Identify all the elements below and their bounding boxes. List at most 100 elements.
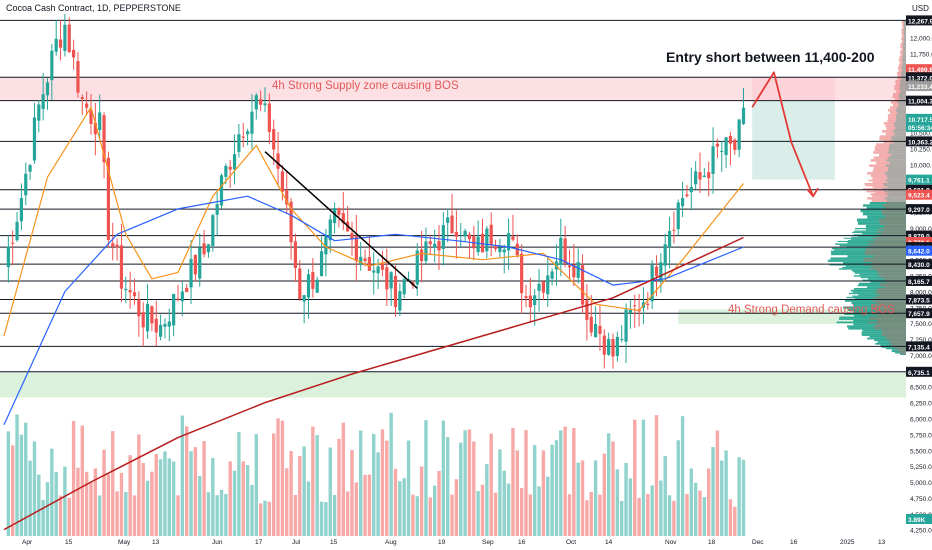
price-tick-label: 5,750.0 xyxy=(910,432,932,439)
price-tag xyxy=(906,245,932,256)
volume-profile-bar xyxy=(873,156,906,160)
volume-bar xyxy=(667,495,672,536)
candle-body xyxy=(50,50,54,81)
volume-bar xyxy=(350,450,354,536)
volume-profile-bar xyxy=(860,276,906,279)
volume-profile-bar xyxy=(898,58,906,62)
volume-bar xyxy=(163,451,167,536)
volume-profile-bar xyxy=(863,264,906,266)
candle-body xyxy=(215,204,219,215)
volume-profile-bar xyxy=(872,194,906,198)
volume-profile-bar xyxy=(893,122,906,125)
volume-profile-bar xyxy=(886,280,906,283)
volume-profile-bar xyxy=(901,31,906,35)
volume-bar xyxy=(385,440,389,536)
volume-bar xyxy=(654,415,659,536)
volume-profile-bar xyxy=(891,135,906,138)
candle-body xyxy=(480,233,485,253)
candle-body xyxy=(685,194,689,197)
volume-bar xyxy=(32,441,37,536)
volume-profile-bar xyxy=(896,114,906,117)
volume-bar xyxy=(633,419,637,536)
volume-bar xyxy=(206,492,211,536)
volume-profile-bar xyxy=(853,310,906,314)
volume-profile-bar xyxy=(898,103,906,107)
candle-body xyxy=(28,165,32,172)
volume-profile-bar xyxy=(836,321,906,324)
volume-profile-bar xyxy=(903,53,906,56)
price-tag-label: 8,642.0 xyxy=(908,249,930,256)
volume-profile-bar xyxy=(903,31,906,35)
volume-profile-bar xyxy=(903,28,906,32)
volume-bar xyxy=(406,440,411,536)
volume-profile-bar xyxy=(902,353,906,355)
volume-bar xyxy=(454,479,459,536)
volume-profile-bar xyxy=(884,172,906,175)
volume-bar xyxy=(185,426,189,536)
volume-profile-bar xyxy=(882,188,906,190)
volume-profile-bar xyxy=(878,153,906,157)
volume-bar xyxy=(715,430,720,536)
volume-bar xyxy=(533,445,537,536)
volume-profile-bar xyxy=(887,177,906,180)
volume-bar xyxy=(111,431,115,536)
volume-profile-bar xyxy=(899,85,906,88)
volume-profile-bar xyxy=(874,327,906,330)
price-tag xyxy=(906,204,932,215)
volume-profile-bar xyxy=(870,266,906,269)
price-tag xyxy=(906,366,932,377)
volume-profile-bar xyxy=(866,206,906,210)
volume-profile-bar xyxy=(899,352,906,354)
volume-profile-bar xyxy=(869,318,906,320)
candle-body xyxy=(702,175,706,178)
volume-profile-bar xyxy=(891,350,906,353)
volume-profile-bar xyxy=(892,95,906,99)
volume-profile-bar xyxy=(874,292,906,295)
volume-profile-bar xyxy=(881,130,906,133)
volume-bar xyxy=(50,448,54,536)
candle-body xyxy=(367,257,371,271)
volume-profile-bar xyxy=(902,50,906,54)
volume-bar xyxy=(128,455,132,536)
volume-profile-bar xyxy=(872,177,906,180)
forecast-arrow-head xyxy=(806,187,819,198)
volume-bar xyxy=(641,419,646,536)
price-tick-label: 10,500.0 xyxy=(910,131,932,138)
volume-bar xyxy=(576,462,580,536)
volume-profile-bar xyxy=(892,346,906,348)
price-tick-label: 6,250.0 xyxy=(910,401,932,408)
price-tick-label: 8,000.0 xyxy=(910,289,932,296)
candle-body xyxy=(720,150,724,152)
candle-body xyxy=(119,245,124,289)
candle-body xyxy=(180,291,184,302)
volume-bar xyxy=(76,467,80,536)
volume-profile-bar xyxy=(871,193,906,195)
candle-body xyxy=(537,283,541,291)
volume-bar xyxy=(276,418,280,536)
candle-body xyxy=(237,134,241,152)
candle-body xyxy=(159,324,163,337)
moving-average-slow xyxy=(3,236,744,531)
volume-profile-bar xyxy=(848,327,906,330)
volume-bar xyxy=(515,450,519,536)
volume-profile-bar xyxy=(899,50,906,54)
volume-profile-bar xyxy=(900,79,906,83)
price-tick-label: 6,500.0 xyxy=(910,385,932,392)
volume-profile-bar xyxy=(889,342,906,345)
price-tick-label: 10,250.0 xyxy=(910,147,932,154)
volume-profile-bar xyxy=(862,279,906,281)
volume-bar xyxy=(298,455,302,536)
volume-profile-bar xyxy=(871,199,906,202)
volume-bar xyxy=(89,482,93,536)
volume-profile-bar xyxy=(869,164,906,167)
volume-profile-bar xyxy=(862,188,906,190)
volume-bar xyxy=(311,426,315,536)
price-tag-label: 6,735.1 xyxy=(908,370,930,377)
candle-body xyxy=(15,221,19,241)
volume-profile-bar xyxy=(871,306,906,309)
price-tick-label: 11,750.0 xyxy=(910,51,932,58)
candle-body xyxy=(289,201,293,243)
volume-bar xyxy=(441,420,446,536)
price-tick-label: 5,000.0 xyxy=(910,480,932,487)
